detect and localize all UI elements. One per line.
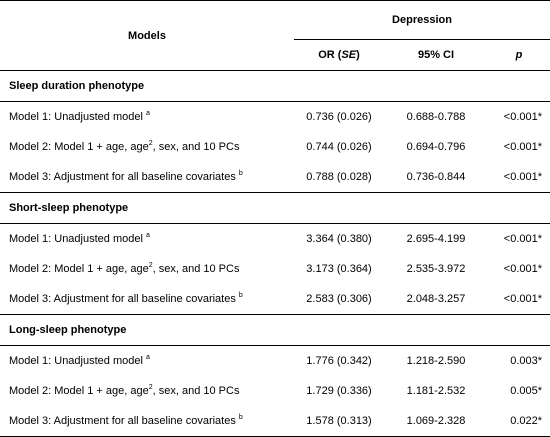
table-row: Model 2: Model 1 + age, age2, sex, and 1… xyxy=(0,132,550,162)
or-cell: 3.364 (0.380) xyxy=(306,233,372,245)
model-label: Model 1: Unadjusted model a xyxy=(9,110,150,123)
model-label: Model 3: Adjustment for all baseline cov… xyxy=(0,162,294,193)
table-row: Model 3: Adjustment for all baseline cov… xyxy=(0,162,550,193)
table-row: Model 1: Unadjusted model a 0.736 (0.026… xyxy=(0,102,550,133)
ci-cell: 1.181-2.532 xyxy=(406,385,466,397)
ci-cell: 0.736-0.844 xyxy=(384,162,488,193)
or-cell: 1.776 (0.342) xyxy=(306,355,372,367)
model-label: Model 2: Model 1 + age, age2, sex, and 1… xyxy=(9,262,240,275)
p-cell: <0.001* xyxy=(503,233,543,245)
header-p: p xyxy=(488,39,550,71)
table-row: Model 2: Model 1 + age, age2, sex, and 1… xyxy=(0,254,550,284)
or-cell: 1.578 (0.313) xyxy=(294,406,384,437)
ci-cell: 0.688-0.788 xyxy=(406,111,466,123)
model-label: Model 2: Model 1 + age, age2, sex, and 1… xyxy=(9,140,240,153)
p-cell: 0.003* xyxy=(510,355,543,367)
section-title: Short-sleep phenotype xyxy=(0,192,550,224)
or-cell: 0.744 (0.026) xyxy=(306,141,372,153)
or-cell: 0.788 (0.028) xyxy=(294,162,384,193)
or-cell: 3.173 (0.364) xyxy=(306,263,372,275)
ci-cell: 0.694-0.796 xyxy=(406,141,466,153)
p-cell: <0.001* xyxy=(503,141,543,153)
ci-cell: 2.695-4.199 xyxy=(406,233,466,245)
section-title: Long-sleep phenotype xyxy=(0,314,550,346)
table-row: Model 1: Unadjusted model a 3.364 (0.380… xyxy=(0,224,550,255)
ci-cell: 2.535-3.972 xyxy=(406,263,466,275)
header-depression: Depression xyxy=(294,0,550,40)
ci-cell: 1.069-2.328 xyxy=(384,406,488,437)
p-cell: 0.005* xyxy=(510,385,543,397)
ci-cell: 1.218-2.590 xyxy=(406,355,466,367)
table-row: Model 3: Adjustment for all baseline cov… xyxy=(0,284,550,315)
or-cell: 1.729 (0.336) xyxy=(306,385,372,397)
model-label: Model 1: Unadjusted model a xyxy=(9,354,150,367)
table-body: Sleep duration phenotype Model 1: Unadju… xyxy=(0,70,550,437)
section-row: Long-sleep phenotype xyxy=(0,314,550,346)
model-label: Model 1: Unadjusted model a xyxy=(9,232,150,245)
p-cell: <0.001* xyxy=(503,263,543,275)
section-title: Sleep duration phenotype xyxy=(0,70,550,102)
header-or: OR (SE) xyxy=(294,39,384,71)
or-cell: 0.736 (0.026) xyxy=(306,111,372,123)
model-label: Model 3: Adjustment for all baseline cov… xyxy=(0,284,294,315)
table-row: Model 3: Adjustment for all baseline cov… xyxy=(0,406,550,437)
p-cell: <0.001* xyxy=(503,111,543,123)
p-cell: 0.022* xyxy=(488,406,550,437)
p-cell: <0.001* xyxy=(488,162,550,193)
table-header: Models Depression OR (SE) 95% CI p xyxy=(0,0,550,71)
ci-cell: 2.048-3.257 xyxy=(384,284,488,315)
header-models: Models xyxy=(0,0,294,71)
model-label: Model 2: Model 1 + age, age2, sex, and 1… xyxy=(9,384,240,397)
section-row: Short-sleep phenotype xyxy=(0,192,550,224)
table-row: Model 1: Unadjusted model a 1.776 (0.342… xyxy=(0,346,550,377)
section-row: Sleep duration phenotype xyxy=(0,70,550,102)
or-cell: 2.583 (0.306) xyxy=(294,284,384,315)
header-ci: 95% CI xyxy=(384,39,488,71)
model-label: Model 3: Adjustment for all baseline cov… xyxy=(0,406,294,437)
table-row: Model 2: Model 1 + age, age2, sex, and 1… xyxy=(0,376,550,406)
p-cell: <0.001* xyxy=(488,284,550,315)
